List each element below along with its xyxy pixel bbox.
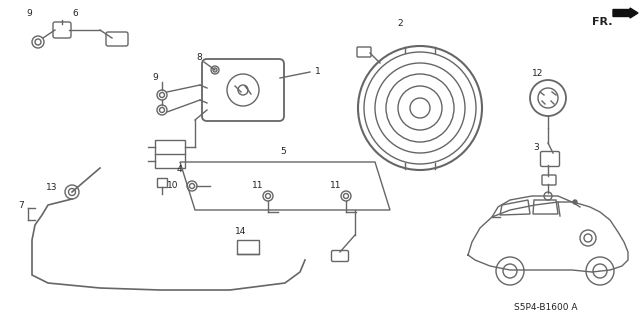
Text: 5: 5 [280,147,285,157]
Text: S5P4-B1600 A: S5P4-B1600 A [515,303,578,313]
Text: 13: 13 [46,183,58,192]
Text: 9: 9 [26,10,32,19]
Text: FR.: FR. [592,17,612,27]
Text: 8: 8 [196,54,202,63]
Text: 11: 11 [252,181,264,189]
Bar [155,140,185,168]
FancyArrow shape [613,8,638,18]
Text: 4: 4 [177,166,182,174]
Text: 2: 2 [397,19,403,28]
Text: 3: 3 [533,144,539,152]
Text: 12: 12 [532,70,543,78]
Text: 14: 14 [235,227,246,236]
Text: 10: 10 [167,181,179,189]
Text: 7: 7 [18,201,24,210]
Text: 6: 6 [72,10,77,19]
Text: 11: 11 [330,181,342,189]
Text: 9: 9 [152,73,157,83]
Circle shape [573,200,577,204]
Bar [237,240,259,254]
Bar [157,178,167,187]
Text: 1: 1 [315,68,321,77]
